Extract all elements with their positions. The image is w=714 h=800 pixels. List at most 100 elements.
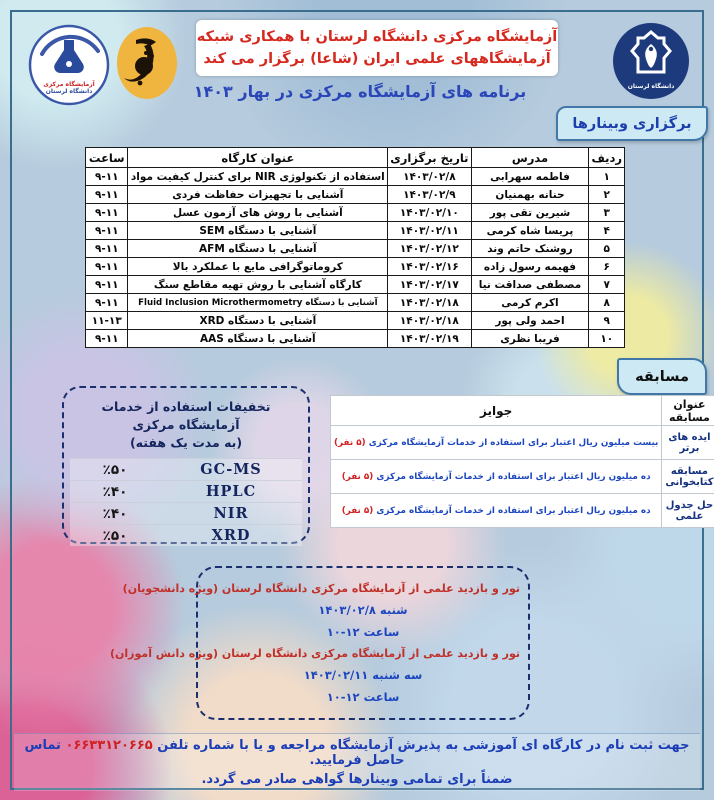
col-header-instructor: مدرس [470,147,590,168]
discount-percent: ٪۵۰ [102,527,128,544]
footer-text-before-phone: جهت ثبت نام در کارگاه ای آموزشی به پذیرش… [157,738,690,753]
cell-instructor: فریبا نظری [470,329,590,348]
cell-date: ۱۴۰۳/۰۲/۱۰ [387,203,472,222]
cell-row-number: ۷ [588,275,625,294]
table-row: ۱ فاطمه سهرابی ۱۴۰۳/۰۲/۸ استفاده از تکنو… [84,167,625,186]
contest-table: ردیف عنوان مسابقه جوایز ۱ ایده های برتر … [329,395,714,528]
col-header-date: تاریخ برگزاری [387,147,472,168]
cell-row-number: ۸ [588,293,625,312]
webinars-table: ردیف مدرس تاریخ برگزاری عنوان کارگاه ساع… [84,147,625,348]
lab-logo-caption-2: دانشگاه لرستان [45,87,93,95]
cell-time: ۹-۱۱ [84,257,129,276]
cell-workshop-title: آشنایی با دستگاه AFM [127,239,389,258]
webinars-header-row: ردیف مدرس تاریخ برگزاری عنوان کارگاه ساع… [84,147,625,168]
cell-time: ۹-۱۱ [84,167,129,186]
list-item: ٪۴۰ HPLC [70,480,302,503]
cell-row-number: ۵ [588,239,625,258]
table-row: ۸ اکرم کرمی ۱۴۰۳/۰۲/۱۸ آشنایی با دستگاه … [84,293,625,312]
footer-text-after-phone: تماس حاصل فرمایید. [24,738,405,768]
discounts-box: تخفیفات استفاده از خدمات آزمایشگاه مرکزی… [62,386,310,547]
cell-time: ۱۱-۱۳ [84,311,129,330]
discounts-title-line1: تخفیفات استفاده از خدمات آزمایشگاه مرکزی [101,399,271,433]
prize-note: (۵ نفر) [334,437,366,448]
cell-instructor: فهیمه رسول زاده [470,257,590,276]
cell-workshop-title: آشنایی با دستگاه SEM [127,221,389,240]
cell-row-number: ۹ [588,311,625,330]
header-announcement-box: آزمایشگاه مرکزی دانشگاه لرستان با همکاری… [196,20,558,76]
cell-contest-title: حل جدول علمی [661,493,714,528]
header-line-2: آزمایشگاههای علمی ایران (شاعا) برگزار می… [203,51,551,67]
shaa-network-logo [116,26,178,100]
cell-date: ۱۴۰۳/۰۲/۹ [387,185,472,204]
phone-number: ۰۶۶۳۳۱۲۰۶۶۵ [65,738,153,753]
cell-time: ۹-۱۱ [84,329,129,348]
cell-time: ۹-۱۱ [84,239,129,258]
cell-time: ۹-۱۱ [84,185,129,204]
prize-text: بیست میلیون ریال اعتبار برای استفاده از … [368,437,659,448]
discount-service: HPLC [205,483,257,501]
col-header-prizes: جوایز [329,395,663,426]
cell-workshop-title: استفاده از تکنولوژی NIR برای کنترل کیفیت… [127,167,389,186]
central-lab-logo: آزمایشگاه مرکزی دانشگاه لرستان [28,24,110,106]
prize-text: ده میلیون ریال اعتبار برای استفاده از خد… [376,471,651,482]
cell-instructor: احمد ولی پور [470,311,590,330]
col-header-contest-title: عنوان مسابقه [661,395,714,426]
tour-time-value: ۱۰-۱۲ [326,625,360,639]
tour-time-label: ساعت [363,690,400,704]
cell-instructor: اکرم کرمی [470,293,590,312]
cell-contest-title: مسابقه کتابخوانی [661,459,714,494]
footer-line-1: جهت ثبت نام در کارگاه ای آموزشی به پذیرش… [14,738,700,768]
cell-instructor: پریسا شاه کرمی [470,221,590,240]
list-item: ٪۴۰ NIR [70,502,302,525]
cell-date: ۱۴۰۳/۰۲/۱۹ [387,329,472,348]
cell-prize: ده میلیون ریال اعتبار برای استفاده از خد… [329,459,663,494]
cell-row-number: ۲ [588,185,625,204]
cell-prize: بیست میلیون ریال اعتبار برای استفاده از … [329,425,663,460]
table-row: ۳ حل جدول علمی ده میلیون ریال اعتبار برا… [329,493,714,528]
tours-box: تور و بازدید علمی از آزمایشگاه مرکزی دان… [110,566,530,720]
header-line-1: آزمایشگاه مرکزی دانشگاه لرستان با همکاری… [196,28,558,45]
table-row: ۳ شیرین تقی پور ۱۴۰۳/۰۲/۱۰ آشنایی با روش… [84,203,625,222]
col-header-time: ساعت [84,147,129,168]
list-item: ٪۵۰ GC-MS [70,458,302,481]
cell-workshop-title: آشنایی با دستگاه Fluid Inclusion Microth… [127,293,389,312]
cell-time: ۹-۱۱ [84,221,129,240]
cell-workshop-title: آشنایی با دستگاه XRD [127,311,389,330]
cell-date: ۱۴۰۳/۰۲/۱۶ [387,257,472,276]
cell-instructor: شیرین تقی پور [470,203,590,222]
discount-service: XRD [211,527,251,545]
discount-percent: ٪۵۰ [102,461,128,478]
cell-date: ۱۴۰۳/۰۲/۱۲ [387,239,472,258]
table-row: ۲ حنانه بهمنیان ۱۴۰۳/۰۲/۹ آشنایی با تجهی… [84,185,625,204]
footer-registration-info: جهت ثبت نام در کارگاه ای آموزشی به پذیرش… [14,733,700,791]
tour-title-students: تور و بازدید علمی از آزمایشگاه مرکزی دان… [122,582,520,595]
contest-header-row: ردیف عنوان مسابقه جوایز [329,395,714,426]
table-row: ۲ مسابقه کتابخوانی ده میلیون ریال اعتبار… [329,459,714,494]
tour-date: شنبه ۱۴۰۳/۰۲/۸ [318,603,408,617]
tour-time: ساعت ۱۰-۱۲ [206,625,520,639]
table-row: ۵ روشنک حاتم وند ۱۴۰۳/۰۲/۱۲ آشنایی با دس… [84,239,625,258]
table-row: ۶ فهیمه رسول زاده ۱۴۰۳/۰۲/۱۶ کروماتوگراف… [84,257,625,276]
cell-instructor: فاطمه سهرابی [470,167,590,186]
flask-icon [28,24,110,106]
cell-date: ۱۴۰۳/۰۲/۸ [387,167,472,186]
cell-contest-title: ایده های برتر [661,425,714,460]
shaa-calligraphy-icon [117,27,177,99]
cell-workshop-title: کارگاه آشنایی با روش تهیه مقاطع سنگ [127,275,389,294]
footer-line-2: ضمناً برای تمامی وبینارها گواهی صادر می … [201,772,513,787]
cell-time: ۹-۱۱ [84,275,129,294]
cell-workshop-title: آشنایی با دستگاه AAS [127,329,389,348]
cell-instructor: روشنک حاتم وند [470,239,590,258]
cell-prize: ده میلیون ریال اعتبار برای استفاده از خد… [329,493,663,528]
university-emblem-icon: دانشگاه لرستان [613,23,689,99]
table-row: ۹ احمد ولی پور ۱۴۰۳/۰۲/۱۸ آشنایی با دستگ… [84,311,625,330]
prize-note: (۵ نفر) [341,471,374,482]
cell-workshop-title: کروماتوگرافی مایع با عملکرد بالا [127,257,389,276]
university-logo-caption: دانشگاه لرستان [628,82,675,90]
cell-row-number: ۱ [588,167,625,186]
cell-workshop-title: آشنایی با روش های آزمون عسل [127,203,389,222]
discounts-title-line2: (به مدت یک هفته) [129,435,243,451]
prize-note: (۵ نفر) [341,505,374,516]
tour-time-value: ۱۰-۱۲ [326,690,360,704]
table-row: ۱۰ فریبا نظری ۱۴۰۳/۰۲/۱۹ آشنایی با دستگا… [84,329,625,348]
